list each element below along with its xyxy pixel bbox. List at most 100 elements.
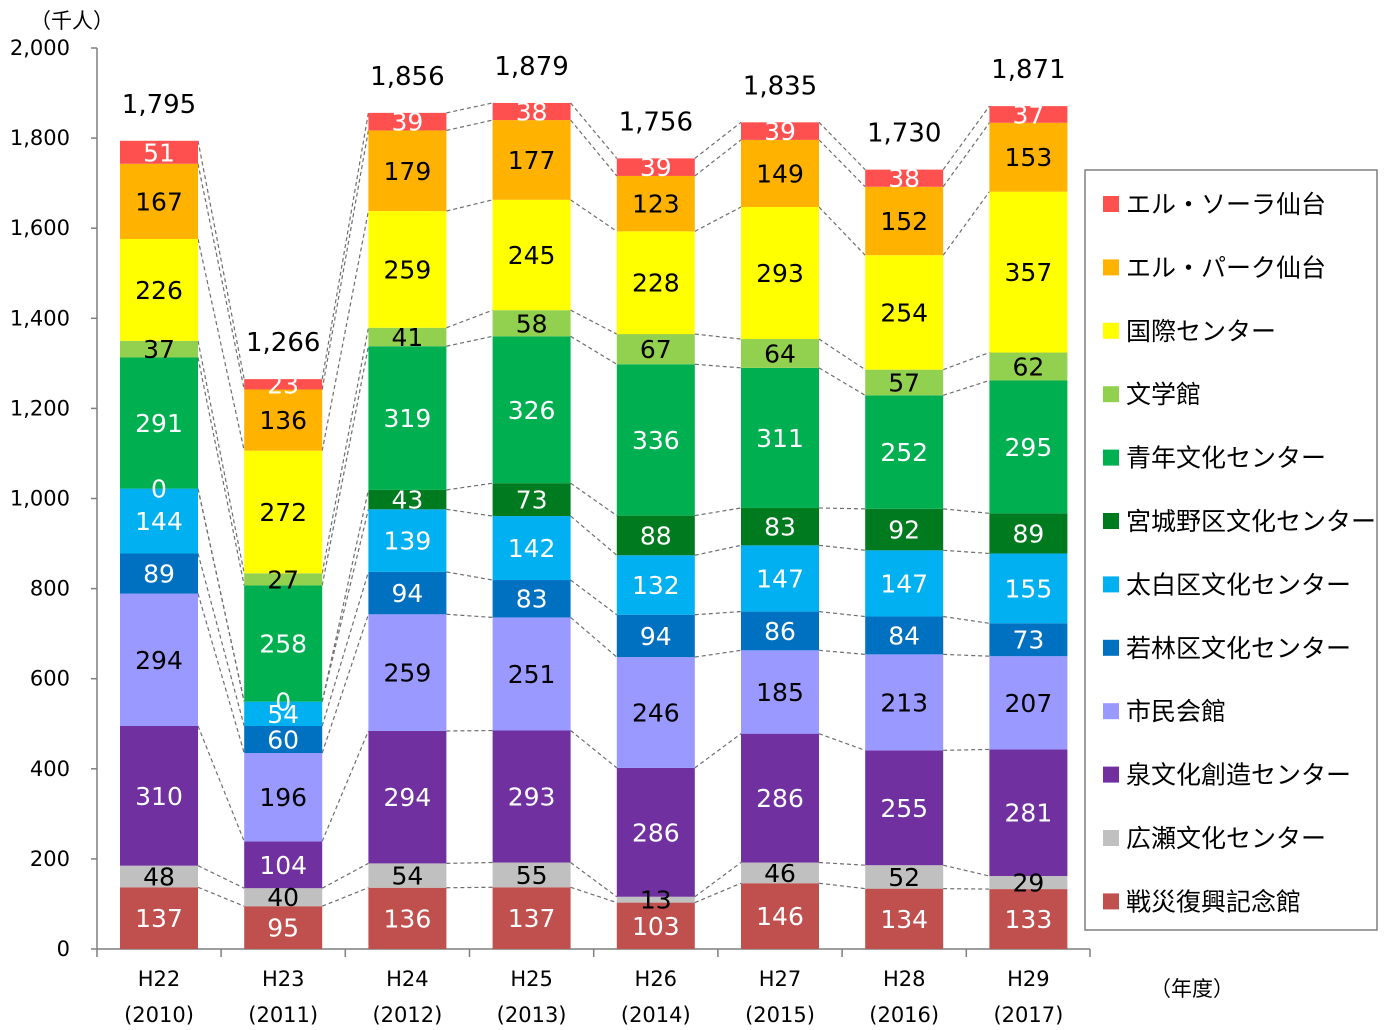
bar-segment [492, 483, 571, 517]
legend-swatch [1103, 639, 1119, 656]
connector-line [694, 206, 742, 232]
x-tick-label-year: (2016) [869, 1003, 939, 1027]
bar-segment [368, 863, 447, 888]
data-label: 357 [1005, 258, 1053, 287]
bar-segment [865, 888, 944, 949]
data-label: 104 [259, 851, 307, 880]
bar-segment [989, 380, 1068, 514]
bar-segment [616, 334, 695, 365]
data-label: 295 [1005, 433, 1053, 462]
connector-lines [197, 102, 990, 907]
data-label: 0 [275, 688, 291, 717]
bar-segment [616, 614, 695, 658]
connector-line [818, 338, 866, 371]
x-tick-label-era: H29 [1007, 967, 1050, 991]
bar-segment [120, 357, 198, 489]
data-label: 39 [640, 153, 672, 182]
bar-segment [865, 508, 944, 551]
data-label: 147 [756, 564, 804, 593]
total-label: 1,879 [494, 52, 568, 82]
bars: 1374831029489144029137226167511,79595401… [120, 52, 1068, 949]
bar-segment [616, 231, 695, 335]
bar-segment [368, 730, 447, 864]
legend-swatch [1103, 766, 1119, 783]
x-tick-label-year: (2017) [993, 1003, 1063, 1027]
bar-segment [368, 887, 447, 949]
y-tick-label: 1,000 [10, 487, 70, 511]
data-label: 142 [508, 534, 556, 563]
data-label: 177 [508, 146, 556, 175]
bar-segment [989, 191, 1068, 353]
x-tick-label-era: H22 [138, 967, 181, 991]
bar-segment [989, 352, 1068, 381]
data-label: 60 [267, 726, 299, 755]
connector-line [321, 489, 369, 702]
data-label: 57 [888, 368, 920, 397]
data-label: 46 [764, 859, 796, 888]
connector-line [321, 571, 369, 727]
x-tick-label-year: (2011) [248, 1003, 318, 1027]
data-label: 293 [756, 259, 804, 288]
connector-line [694, 610, 742, 616]
connector-line [570, 862, 618, 898]
connector-line [570, 515, 618, 556]
data-label: 83 [516, 585, 548, 614]
connector-line [197, 340, 245, 574]
bar-segment [120, 163, 198, 240]
total-label: 1,795 [122, 90, 196, 120]
bar-segment [741, 611, 819, 651]
bar-segment [616, 902, 695, 949]
legend-label: 広瀬文化センター [1126, 824, 1326, 853]
bar-segment [244, 573, 323, 586]
bar-segment [741, 507, 819, 546]
connector-line [197, 357, 245, 586]
x-tick-label-era: H27 [759, 967, 802, 991]
connector-line [943, 748, 990, 751]
data-label: 39 [391, 108, 423, 137]
bar-segment [244, 379, 323, 390]
connector-line [818, 882, 866, 890]
bar-segment [865, 550, 944, 617]
data-label: 246 [632, 698, 680, 727]
bar-segment [368, 489, 447, 510]
bar-segment [492, 617, 571, 731]
connector-line [694, 363, 742, 369]
bar-segment [865, 865, 944, 889]
data-label: 0 [151, 475, 167, 504]
legend-swatch [1103, 259, 1119, 276]
legend-swatch [1103, 449, 1119, 466]
data-label: 255 [880, 794, 928, 823]
bar-segment [989, 623, 1068, 657]
connector-line [321, 346, 369, 586]
total-label: 1,266 [246, 328, 320, 358]
legend-swatch [1103, 830, 1119, 846]
data-label: 37 [143, 335, 175, 364]
connector-line [197, 593, 245, 754]
data-label: 134 [880, 905, 928, 934]
bar-segment [616, 896, 695, 903]
bar-segment [120, 340, 198, 358]
data-label: 291 [135, 409, 183, 438]
bar-segment [492, 199, 571, 311]
bar-segment [368, 614, 447, 731]
bar-segment [989, 106, 1068, 123]
connector-line [942, 351, 990, 371]
data-label: 39 [764, 117, 796, 146]
data-label: 54 [267, 700, 299, 729]
bar-segment [368, 112, 447, 131]
y-tick-label: 800 [30, 577, 70, 601]
bar-segment [741, 733, 819, 863]
connector-line [446, 571, 493, 581]
data-label: 136 [384, 904, 432, 933]
connector-line [197, 238, 245, 451]
data-label: 73 [516, 486, 548, 515]
connector-line [570, 730, 618, 769]
bar-segment [492, 580, 571, 618]
data-label: 67 [640, 335, 672, 364]
legend-swatch [1103, 703, 1119, 720]
data-label: 38 [516, 98, 548, 127]
data-label: 23 [267, 370, 299, 399]
total-label: 1,871 [991, 55, 1065, 85]
data-label: 326 [508, 396, 556, 425]
data-label: 252 [880, 438, 928, 467]
